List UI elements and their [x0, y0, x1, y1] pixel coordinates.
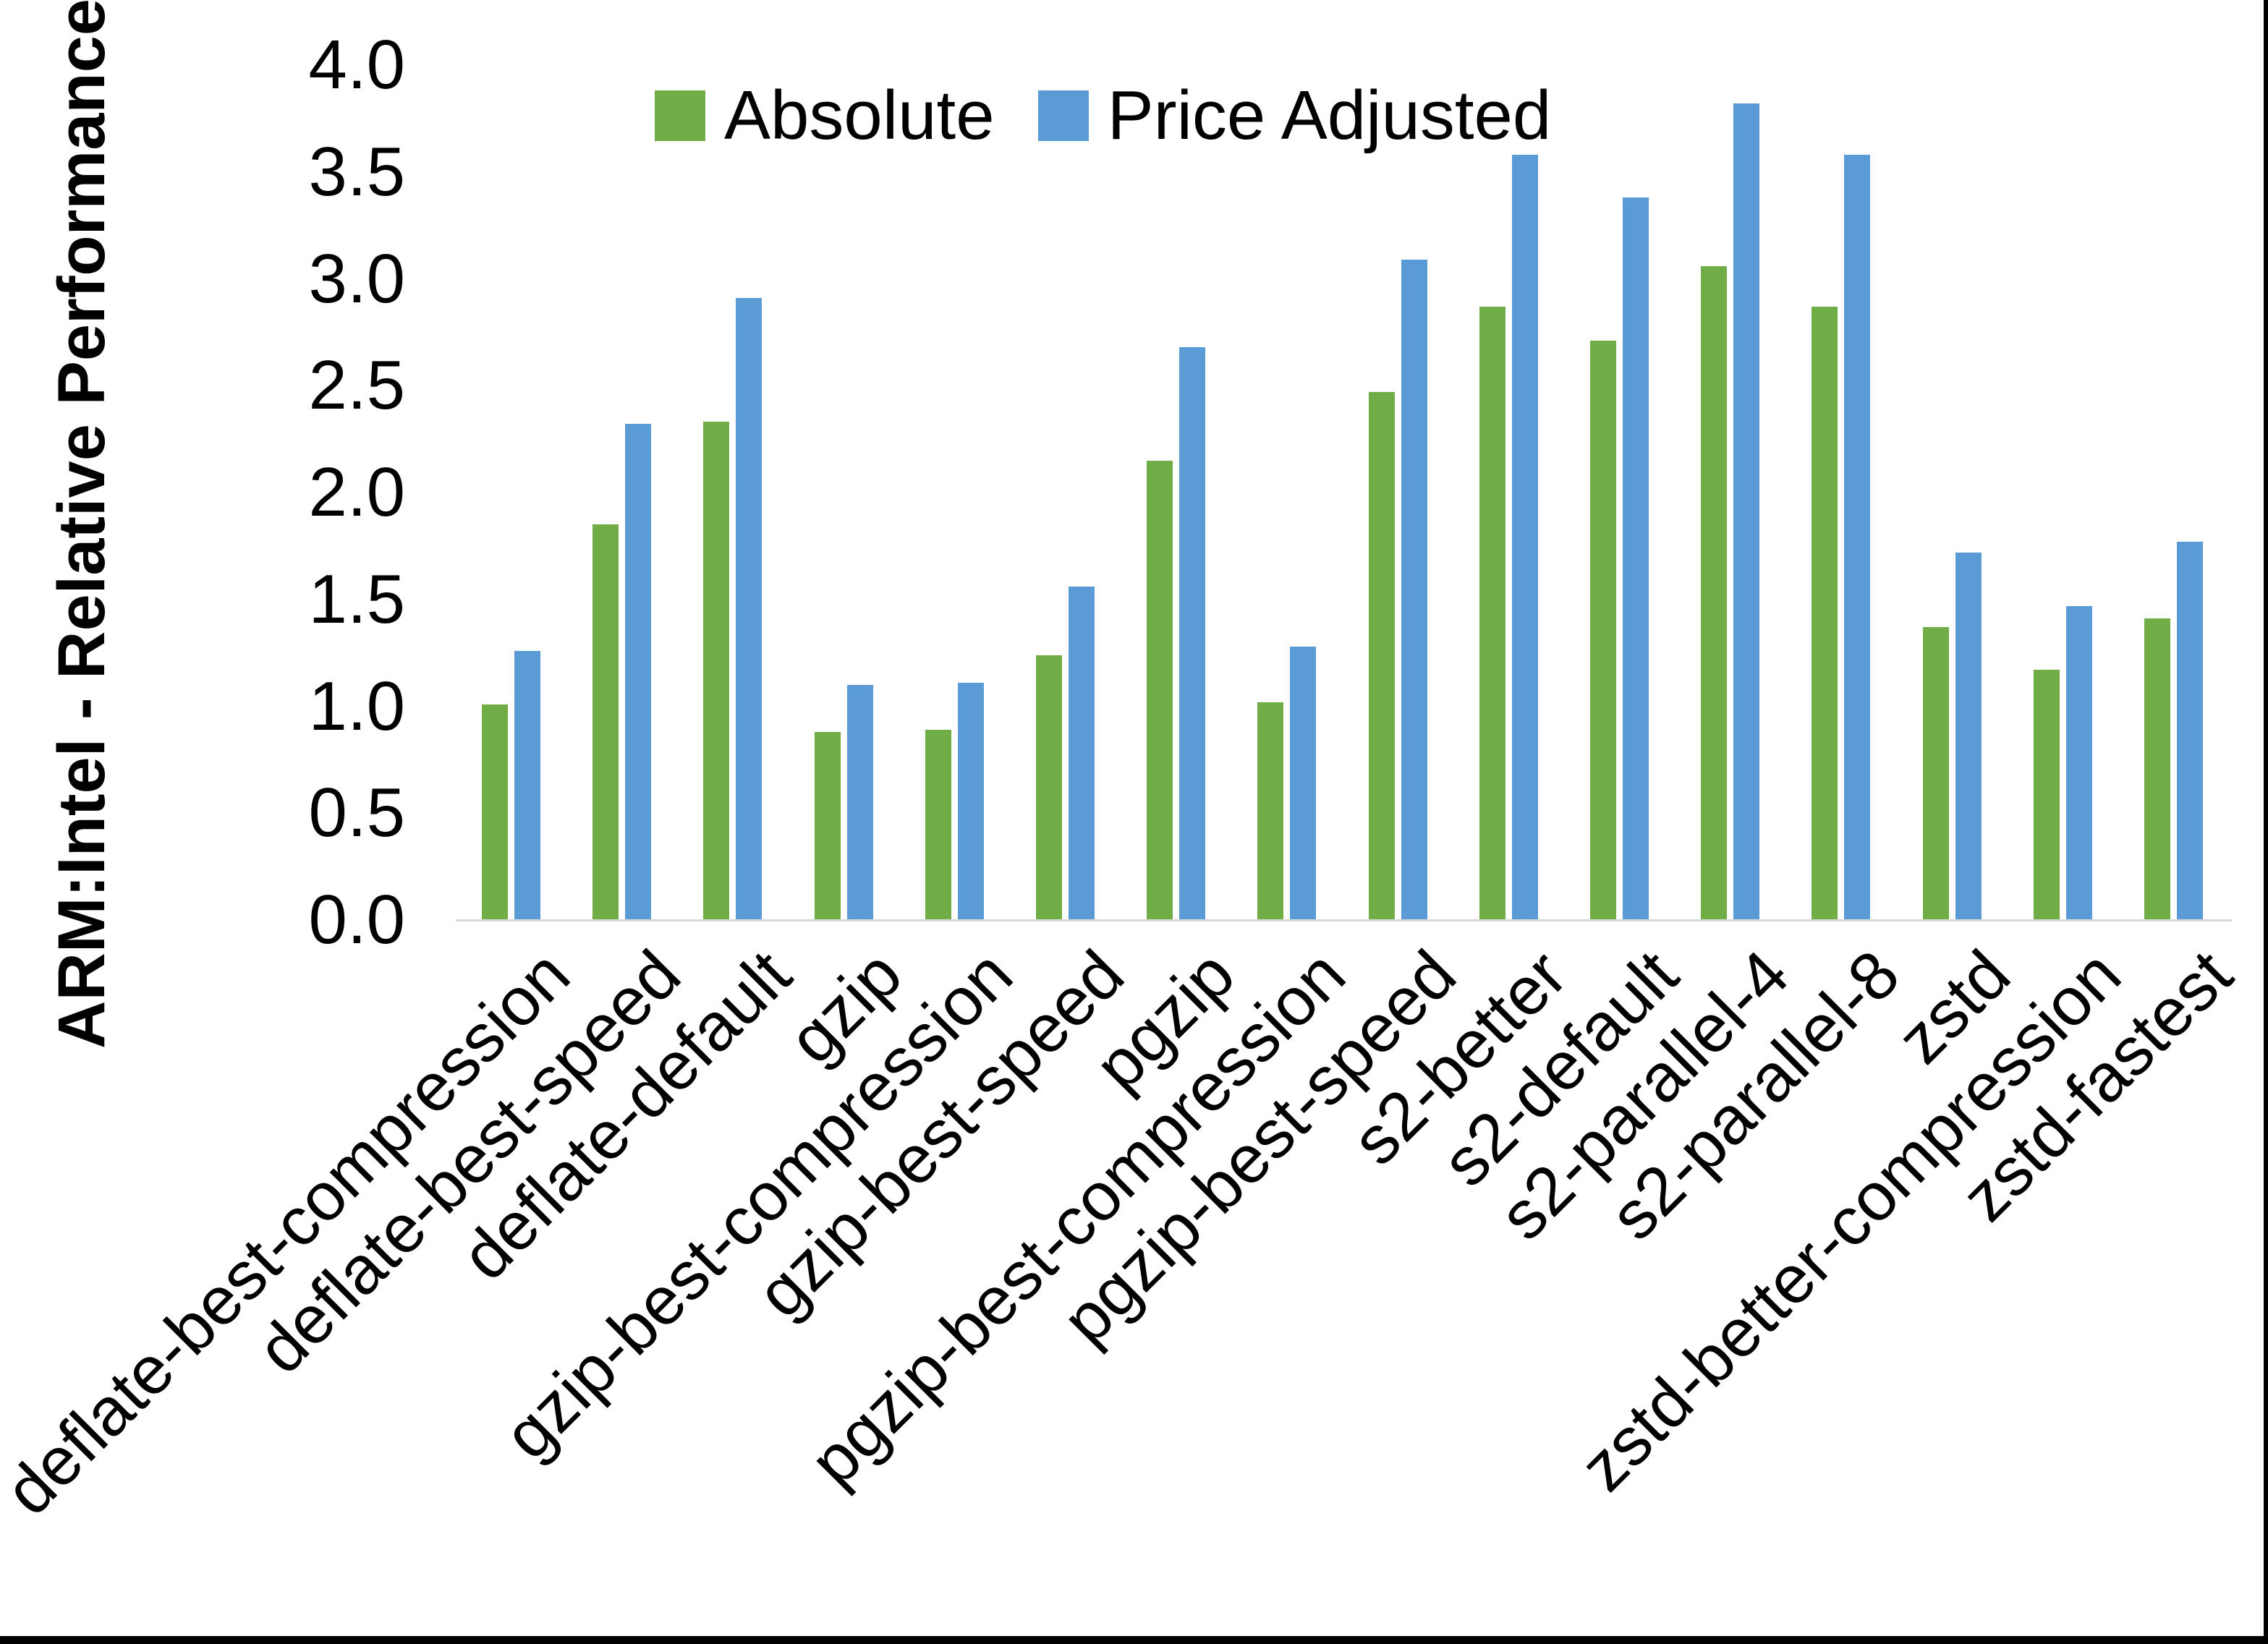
bar-absolute-s2-better [1479, 307, 1505, 920]
bar-price-adjusted-s2-default [1623, 197, 1649, 920]
window-edge-bottom [0, 1636, 2268, 1644]
bar-price-adjusted-deflate-best-speed [625, 424, 651, 920]
bar-absolute-pgzip [1147, 461, 1173, 920]
bar-absolute-deflate-default [703, 422, 729, 920]
bar-price-adjusted-deflate-default [736, 298, 762, 920]
bar-price-adjusted-pgzip-best-speed [1401, 260, 1427, 920]
bar-absolute-pgzip-best-compression [1257, 702, 1283, 920]
bar-absolute-gzip-best-speed [1036, 655, 1062, 920]
legend-label: Absolute [724, 77, 995, 154]
y-tick-label: 2.5 [308, 346, 405, 425]
bar-price-adjusted-zstd-better-compression [2066, 606, 2092, 920]
bar-absolute-zstd-better-compression [2034, 670, 2060, 920]
bar-absolute-pgzip-best-speed [1369, 392, 1395, 920]
y-tick-label: 0.5 [308, 774, 405, 852]
y-tick-label: 1.5 [308, 560, 405, 638]
bar-price-adjusted-deflate-best-compression [514, 651, 540, 920]
bar-absolute-deflate-best-speed [593, 524, 619, 920]
bar-price-adjusted-pgzip-best-compression [1290, 647, 1316, 920]
y-tick-label: 3.0 [308, 239, 405, 318]
y-tick-label: 2.0 [308, 453, 405, 531]
bar-price-adjusted-gzip-best-speed [1069, 587, 1095, 920]
legend-label: Price Adjusted [1107, 77, 1552, 154]
legend-swatch-icon [655, 90, 705, 141]
bar-price-adjusted-gzip-best-compression [958, 683, 984, 920]
y-tick-label: 4.0 [308, 26, 405, 103]
bar-price-adjusted-zstd-fastest [2177, 542, 2203, 920]
bar-absolute-zstd [1923, 627, 1949, 920]
bar-absolute-gzip-best-compression [925, 730, 951, 920]
bar-price-adjusted-s2-better [1512, 155, 1538, 920]
legend: Absolute Price Adjusted [655, 76, 1551, 156]
bar-absolute-deflate-best-compression [482, 704, 508, 920]
bar-price-adjusted-pgzip [1179, 347, 1205, 920]
bar-absolute-zstd-fastest [2144, 618, 2170, 920]
bar-absolute-gzip [815, 732, 841, 920]
bar-absolute-s2-parallel-8 [1812, 307, 1838, 920]
x-axis-line [456, 919, 2232, 921]
bar-absolute-s2-default [1590, 341, 1616, 920]
bar-price-adjusted-s2-parallel-4 [1733, 103, 1759, 920]
bar-price-adjusted-zstd [1955, 553, 1982, 920]
bar-price-adjusted-s2-parallel-8 [1844, 155, 1870, 920]
y-axis-title: ARM:Intel - Relative Performance [45, 0, 119, 1049]
bar-price-adjusted-gzip [847, 685, 873, 920]
legend-swatch-icon [1037, 90, 1089, 141]
y-tick-label: 1.0 [308, 667, 405, 745]
window-edge-right [2264, 0, 2268, 1644]
bar-absolute-s2-parallel-4 [1701, 266, 1727, 920]
y-tick-label: 3.5 [308, 132, 405, 210]
legend-item-price-adjusted: Price Adjusted [1037, 77, 1552, 154]
legend-item-absolute: Absolute [655, 81, 995, 150]
y-tick-label: 0.0 [308, 881, 405, 958]
